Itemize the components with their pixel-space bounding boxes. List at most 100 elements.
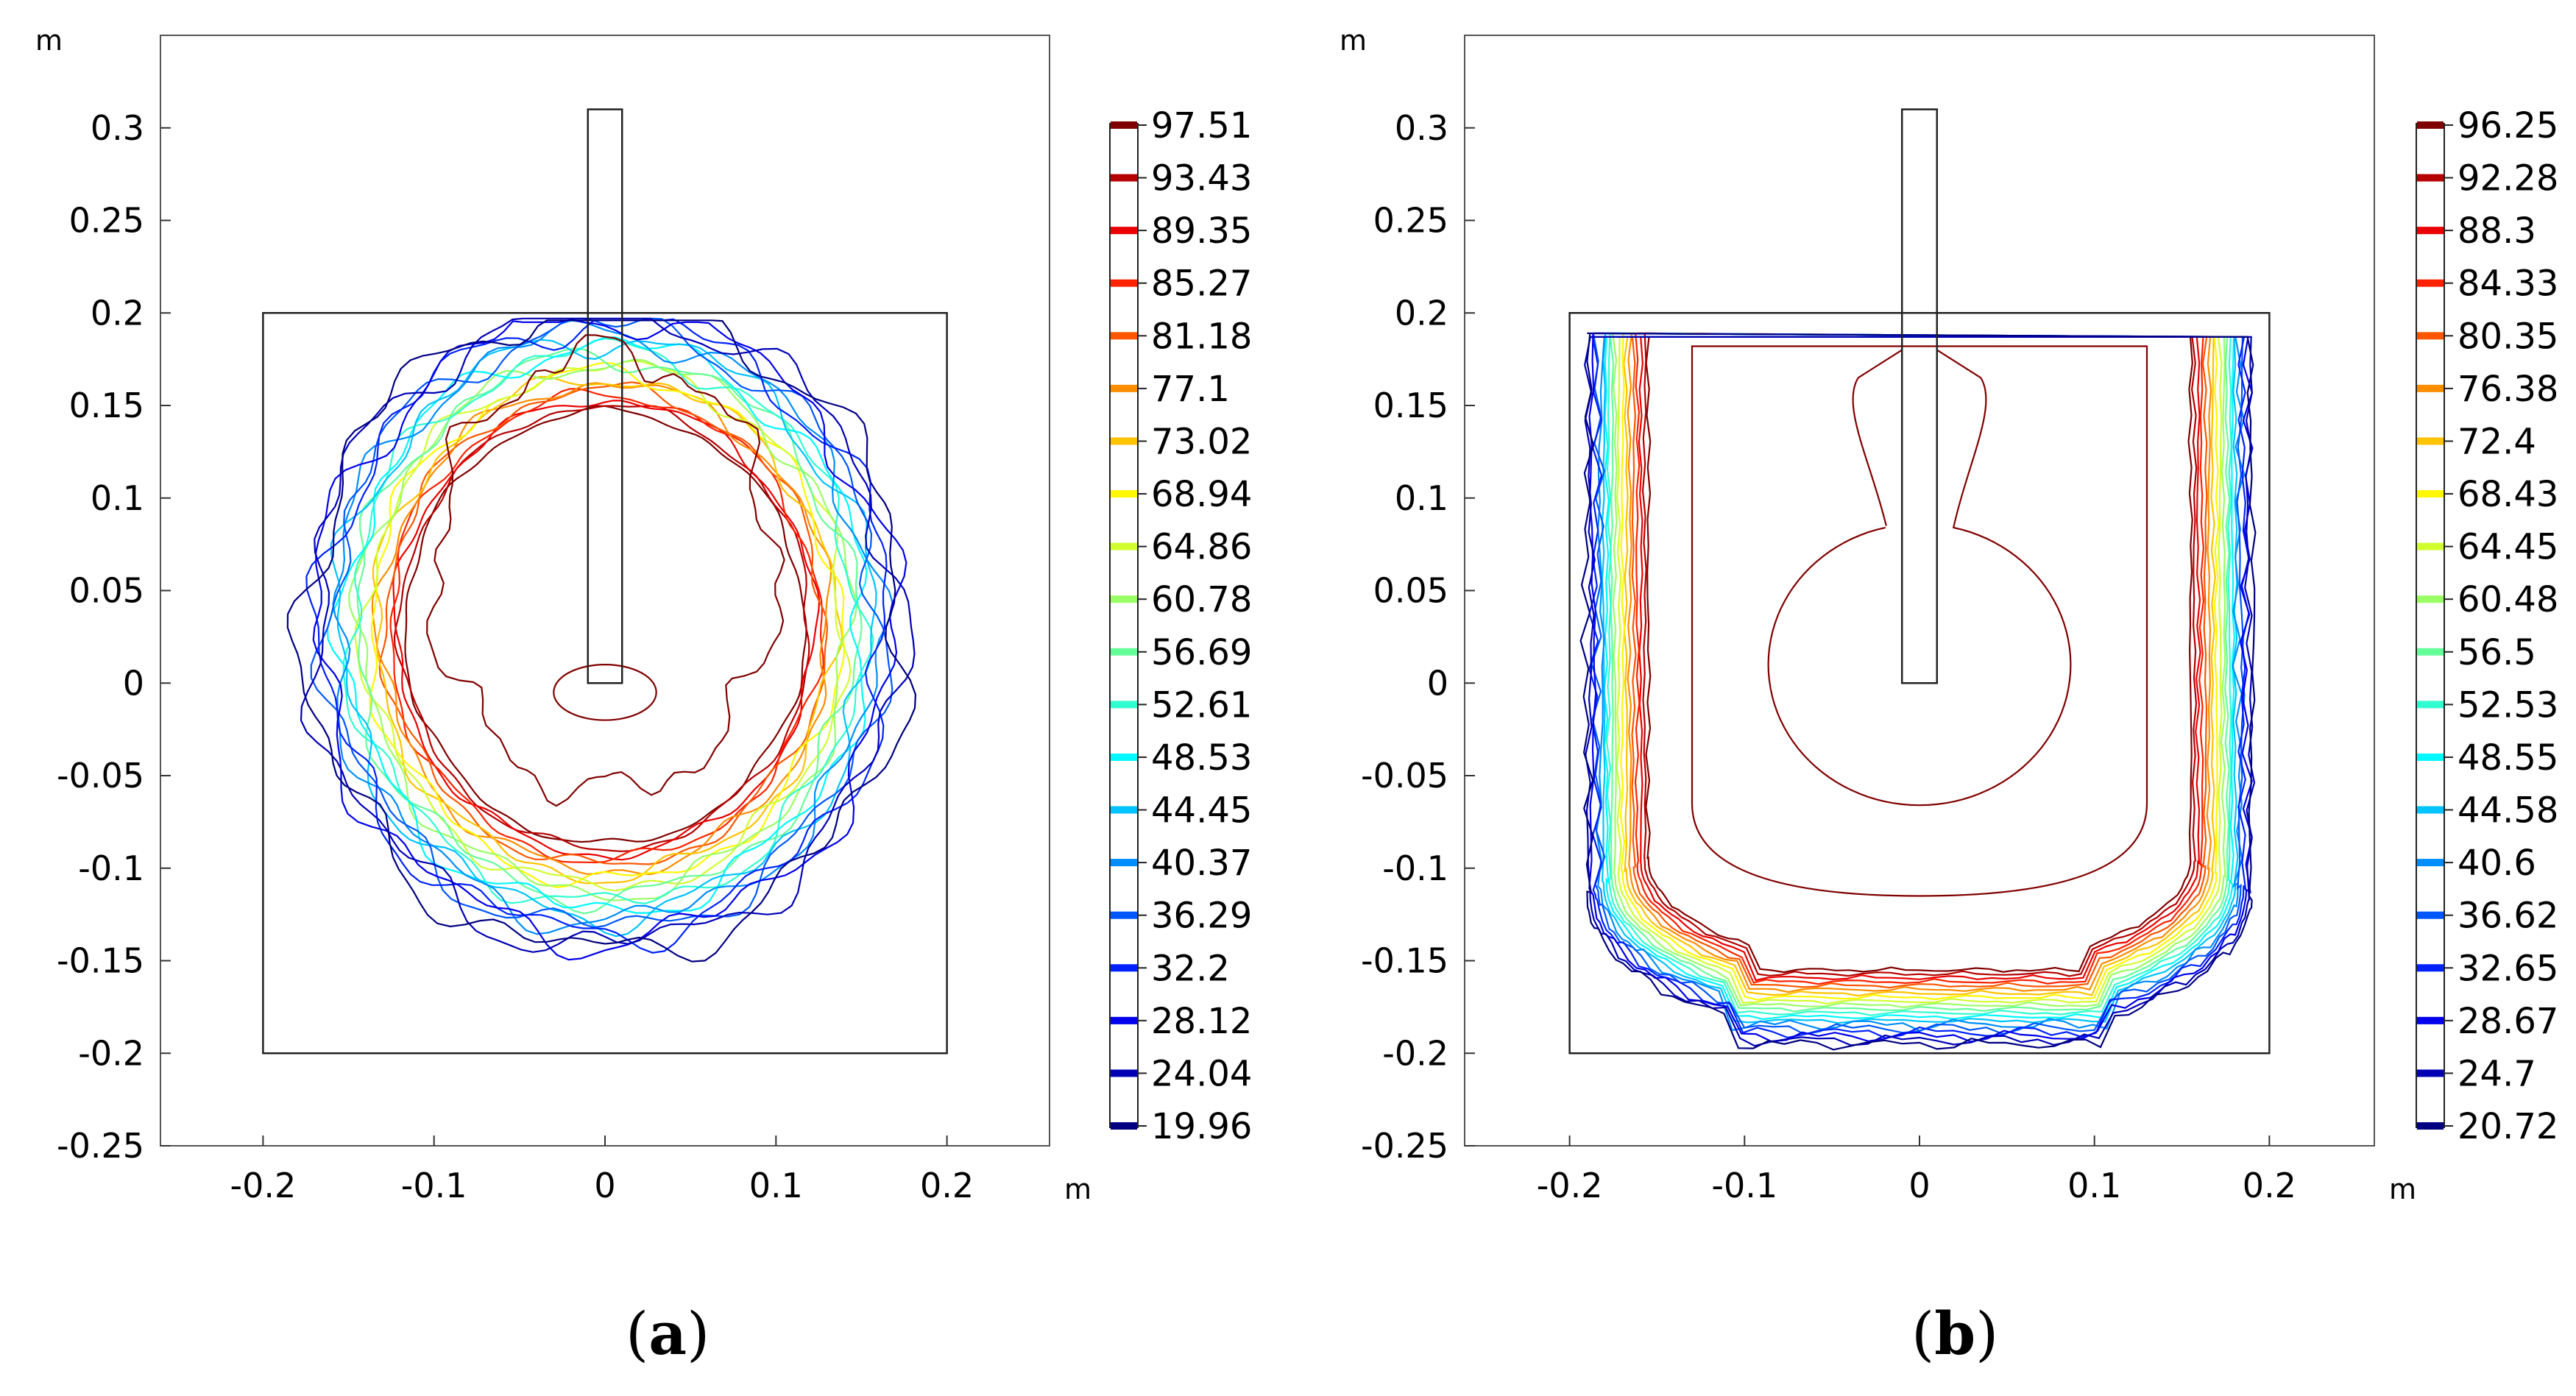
colorbar-swatch — [1111, 1069, 1137, 1077]
x-unit-label: m — [2389, 1173, 2416, 1205]
colorbar-swatch — [2417, 1122, 2444, 1130]
colorbar-swatch — [2417, 701, 2444, 709]
colorbar-label: 96.25 — [2458, 105, 2558, 146]
x-tick-label: 0.2 — [2243, 1166, 2296, 1205]
contour-line — [310, 317, 894, 929]
colorbar-swatch — [1111, 279, 1137, 287]
x-tick-label: -0.1 — [401, 1166, 467, 1205]
colorbar-swatch — [1111, 174, 1137, 182]
colorbar-swatch — [2417, 859, 2444, 867]
y-tick-label: 0.05 — [69, 571, 144, 611]
y-tick-label: 0 — [123, 663, 144, 703]
colorbar-swatch — [1111, 648, 1137, 656]
x-unit-label: m — [1064, 1173, 1091, 1205]
contour-line — [1634, 332, 2205, 985]
contour-line — [1609, 336, 2231, 1013]
contour-line — [1627, 332, 2212, 993]
contour-line — [342, 337, 874, 904]
colorbar-swatch — [1111, 964, 1137, 972]
colorbar-swatch — [1111, 595, 1137, 603]
contour-line — [1605, 332, 2232, 1016]
y-tick-label: 0.3 — [91, 108, 144, 148]
y-tick-label: 0.1 — [91, 478, 144, 518]
contour-line — [356, 347, 863, 915]
y-tick-label: -0.05 — [1361, 756, 1448, 796]
colorbar-frame — [1109, 123, 1139, 1128]
colorbar-label: 76.38 — [2458, 369, 2558, 410]
colorbar-swatch — [1111, 1122, 1137, 1130]
colorbar-swatch — [2417, 1069, 2444, 1077]
colorbar-label: 60.78 — [1151, 579, 1252, 620]
probe-boundary — [587, 108, 623, 684]
y-tick-label: -0.2 — [78, 1033, 144, 1073]
colorbar-swatch — [1111, 911, 1137, 919]
colorbar-label: 40.37 — [1151, 843, 1252, 884]
colorbar-label: 36.62 — [2458, 896, 2558, 937]
contour-line — [332, 319, 894, 935]
colorbar-swatch — [2417, 648, 2444, 656]
colorbar-label: 77.1 — [1151, 369, 1230, 410]
colorbar-label: 48.53 — [1151, 737, 1252, 779]
domain-boundary — [1568, 312, 2271, 1055]
colorbar-swatch — [2417, 384, 2444, 392]
y-tick-label: 0.2 — [91, 293, 144, 333]
contour-line — [1611, 332, 2226, 1009]
colorbar-swatch — [1111, 121, 1137, 129]
contour-line — [553, 664, 657, 721]
y-tick-label: -0.25 — [57, 1126, 144, 1166]
contour-line — [1645, 336, 2193, 974]
y-tick-label: -0.2 — [1382, 1033, 1448, 1073]
colorbar-label: 28.67 — [2458, 1001, 2558, 1042]
colorbar-swatch — [1111, 806, 1137, 814]
panel-a: 0.3 0.25 0.2 0.15 0.1 0.05 0 -0.05 -0.1 -0.15 -0.2… — [35, 24, 1252, 1205]
probe-boundary — [1900, 108, 1939, 684]
contour-line — [1638, 336, 2201, 982]
x-tick-label: -0.2 — [230, 1166, 297, 1205]
panel-b: 0.3 0.25 0.2 0.15 0.1 0.05 0 -0.05 -0.1 -0.15 -0.2… — [1340, 24, 2558, 1205]
colorbar-swatch — [1111, 227, 1137, 235]
colorbar-swatch — [1111, 1016, 1137, 1024]
plot-frame — [160, 35, 1050, 1147]
colorbar-swatch — [1111, 384, 1137, 392]
contour-line — [378, 381, 829, 865]
colorbar-swatch — [2417, 174, 2444, 182]
y-tick-label: 0.1 — [1395, 478, 1448, 518]
colorbar-label: 20.72 — [2458, 1106, 2558, 1147]
y-tick-label: 0.3 — [1395, 108, 1448, 148]
contour-lines — [1579, 332, 2257, 1051]
y-tick-label: -0.1 — [78, 848, 144, 888]
colorbar-label: 92.28 — [2458, 158, 2558, 199]
contour-line — [1579, 332, 2257, 1051]
colorbar-swatch — [1111, 437, 1137, 445]
caption-b: (b) — [1911, 1299, 1999, 1368]
contour-line — [286, 319, 917, 963]
contour-line — [1616, 336, 2223, 1005]
colorbar-swatch — [2417, 1016, 2444, 1024]
colorbar-swatch — [1111, 542, 1137, 550]
colorbar-swatch — [2417, 911, 2444, 919]
y-tick-label: -0.15 — [1361, 941, 1448, 981]
contour-line — [426, 334, 785, 807]
colorbar-label: 89.35 — [1151, 210, 1252, 252]
contour-line — [393, 405, 810, 852]
colorbar-label: 24.7 — [2458, 1053, 2536, 1094]
colorbar-label: 68.94 — [1151, 474, 1252, 515]
contour-line — [372, 375, 843, 885]
contour-line — [1603, 336, 2235, 1021]
contour-line — [1584, 336, 2256, 1047]
y-tick-label: -0.25 — [1361, 1126, 1448, 1166]
y-tick-label: 0 — [1427, 663, 1448, 703]
y-tick-label: 0.15 — [69, 386, 144, 425]
colorbar-swatch — [2417, 753, 2444, 761]
colorbar-label: 81.18 — [1151, 316, 1252, 357]
colorbar-swatch — [2417, 490, 2444, 498]
colorbar-label: 32.65 — [2458, 948, 2558, 989]
colorbar-frame — [2416, 123, 2445, 1128]
colorbar-label: 60.48 — [2458, 579, 2558, 620]
colorbar-label: 84.33 — [2458, 263, 2558, 305]
colorbar-swatch — [2417, 121, 2444, 129]
y-tick-label: -0.15 — [57, 941, 144, 981]
contour-line — [1623, 336, 2216, 997]
colorbar-swatch — [1111, 490, 1137, 498]
colorbar-swatch — [2417, 437, 2444, 445]
